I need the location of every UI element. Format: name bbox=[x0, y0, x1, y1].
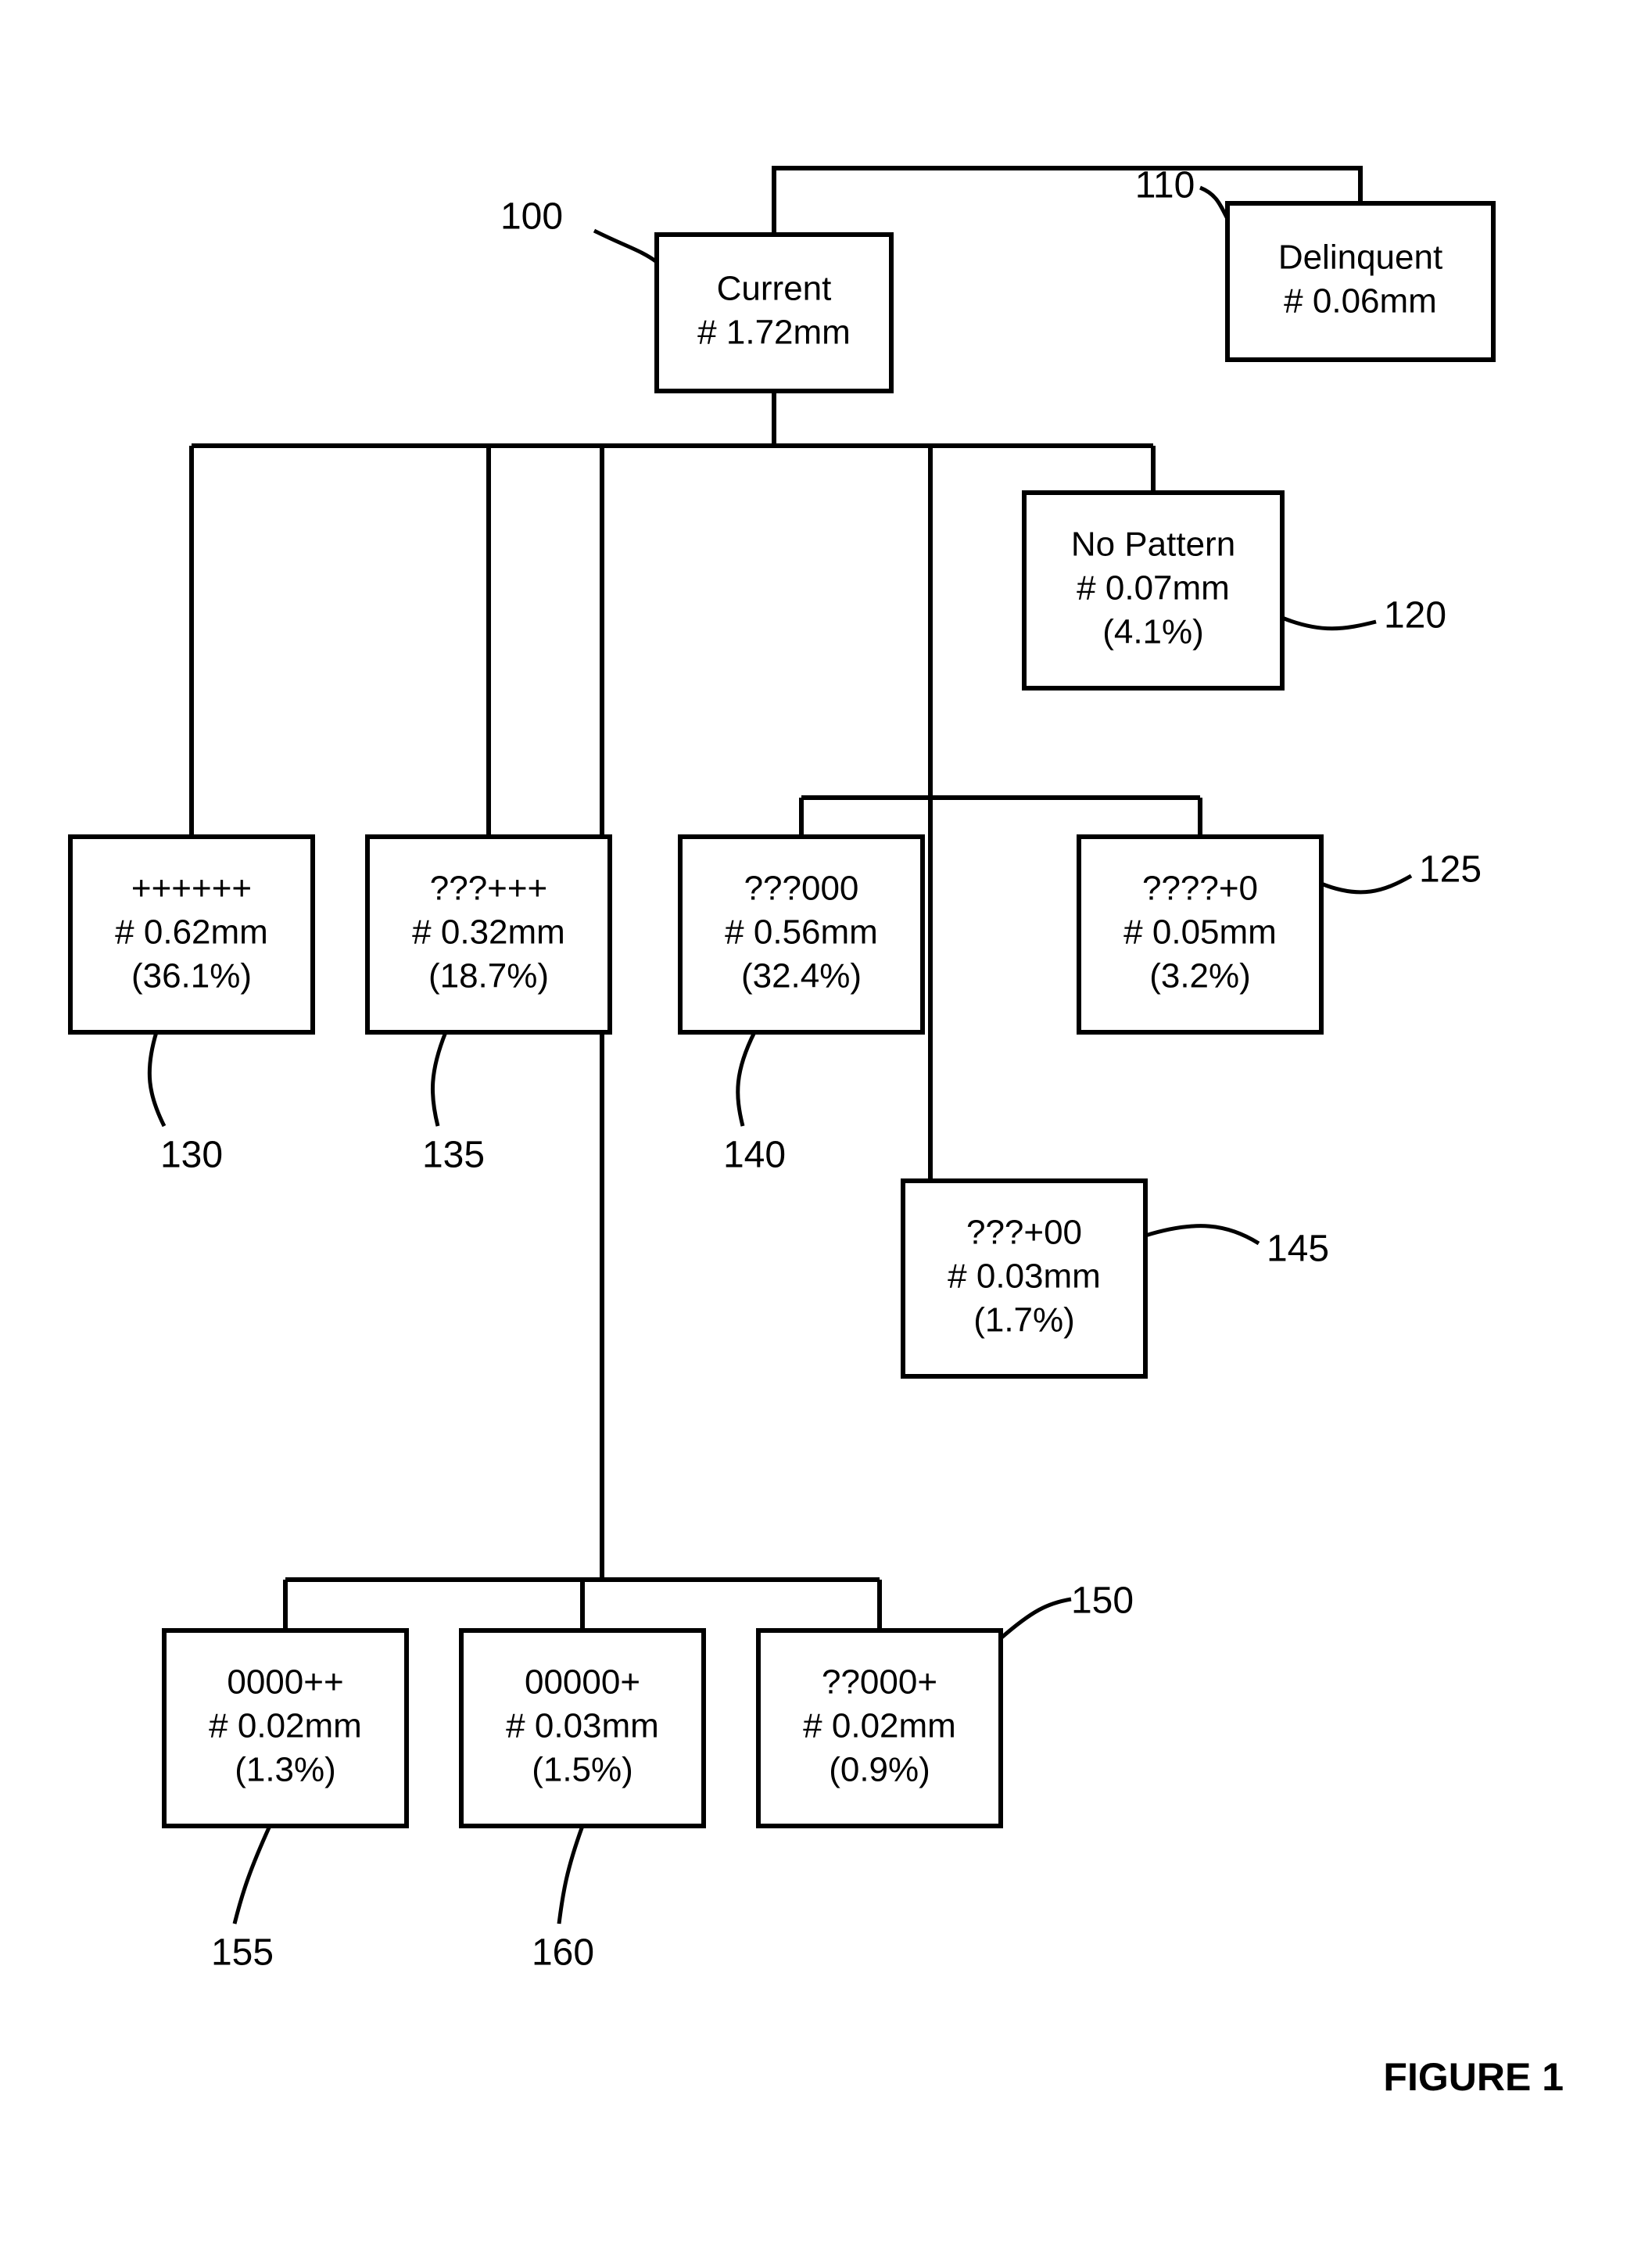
ref-label: 125 bbox=[1419, 849, 1482, 891]
node-text: (4.1%) bbox=[1102, 613, 1204, 651]
ref-leader bbox=[1001, 1599, 1071, 1638]
node-text: (3.2%) bbox=[1149, 957, 1251, 995]
ref-leader bbox=[594, 231, 657, 262]
diagram-canvas: Current # 1.72mm 100 Delinquent # 0.06mm 110 N… bbox=[0, 0, 1652, 2242]
ref-label: 110 bbox=[1135, 165, 1195, 206]
ref-leader bbox=[432, 1032, 446, 1126]
ref-leader bbox=[738, 1032, 754, 1126]
node-text: (1.3%) bbox=[235, 1751, 336, 1789]
node-text: ???+++ bbox=[430, 870, 548, 908]
node-text: # 0.05mm bbox=[1123, 913, 1277, 952]
node-text: ??000+ bbox=[822, 1663, 937, 1702]
node-text: (1.5%) bbox=[532, 1751, 633, 1789]
node-text: Delinquent bbox=[1278, 239, 1442, 277]
ref-leader bbox=[235, 1826, 270, 1924]
ref-leader bbox=[1145, 1226, 1259, 1243]
node-text: # 0.02mm bbox=[209, 1707, 362, 1745]
figure-caption: FIGURE 1 bbox=[1383, 2055, 1564, 2099]
ref-leader bbox=[1200, 188, 1227, 219]
node-text: (36.1%) bbox=[131, 957, 252, 995]
ref-leader bbox=[149, 1032, 164, 1126]
node-text: Current bbox=[717, 270, 832, 308]
node-text: (0.9%) bbox=[829, 1751, 930, 1789]
ref-label: 140 bbox=[723, 1135, 786, 1176]
ref-label: 120 bbox=[1384, 595, 1446, 637]
ref-label: 155 bbox=[211, 1932, 274, 1974]
node-text: 00000+ bbox=[525, 1663, 640, 1702]
node-text: (1.7%) bbox=[973, 1301, 1075, 1340]
node-text: # 0.03mm bbox=[948, 1257, 1101, 1296]
node-text: No Pattern bbox=[1071, 526, 1235, 564]
node-text: ++++++ bbox=[131, 870, 252, 908]
ref-leader bbox=[1282, 618, 1376, 629]
ref-label: 145 bbox=[1267, 1229, 1329, 1270]
ref-label: 160 bbox=[532, 1932, 594, 1974]
ref-label: 150 bbox=[1071, 1580, 1134, 1622]
node-text: # 0.02mm bbox=[803, 1707, 956, 1745]
ref-label: 130 bbox=[160, 1135, 223, 1176]
node-text: # 0.07mm bbox=[1077, 569, 1230, 608]
node-text: # 0.62mm bbox=[115, 913, 268, 952]
node-text: # 0.06mm bbox=[1284, 282, 1437, 321]
ref-label: 135 bbox=[422, 1135, 485, 1176]
node-text: ???000 bbox=[744, 870, 859, 908]
node-text: (32.4%) bbox=[741, 957, 862, 995]
node-text: # 0.03mm bbox=[506, 1707, 659, 1745]
ref-label: 100 bbox=[500, 196, 563, 238]
node-text: (18.7%) bbox=[428, 957, 549, 995]
ref-leader bbox=[559, 1826, 582, 1924]
node-text: # 0.32mm bbox=[412, 913, 565, 952]
node-text: ????+0 bbox=[1142, 870, 1258, 908]
node-text: 0000++ bbox=[227, 1663, 343, 1702]
ref-leader bbox=[1321, 876, 1411, 892]
node-text: ???+00 bbox=[966, 1214, 1082, 1252]
node-text: # 1.72mm bbox=[697, 314, 851, 352]
node-text: # 0.56mm bbox=[725, 913, 878, 952]
